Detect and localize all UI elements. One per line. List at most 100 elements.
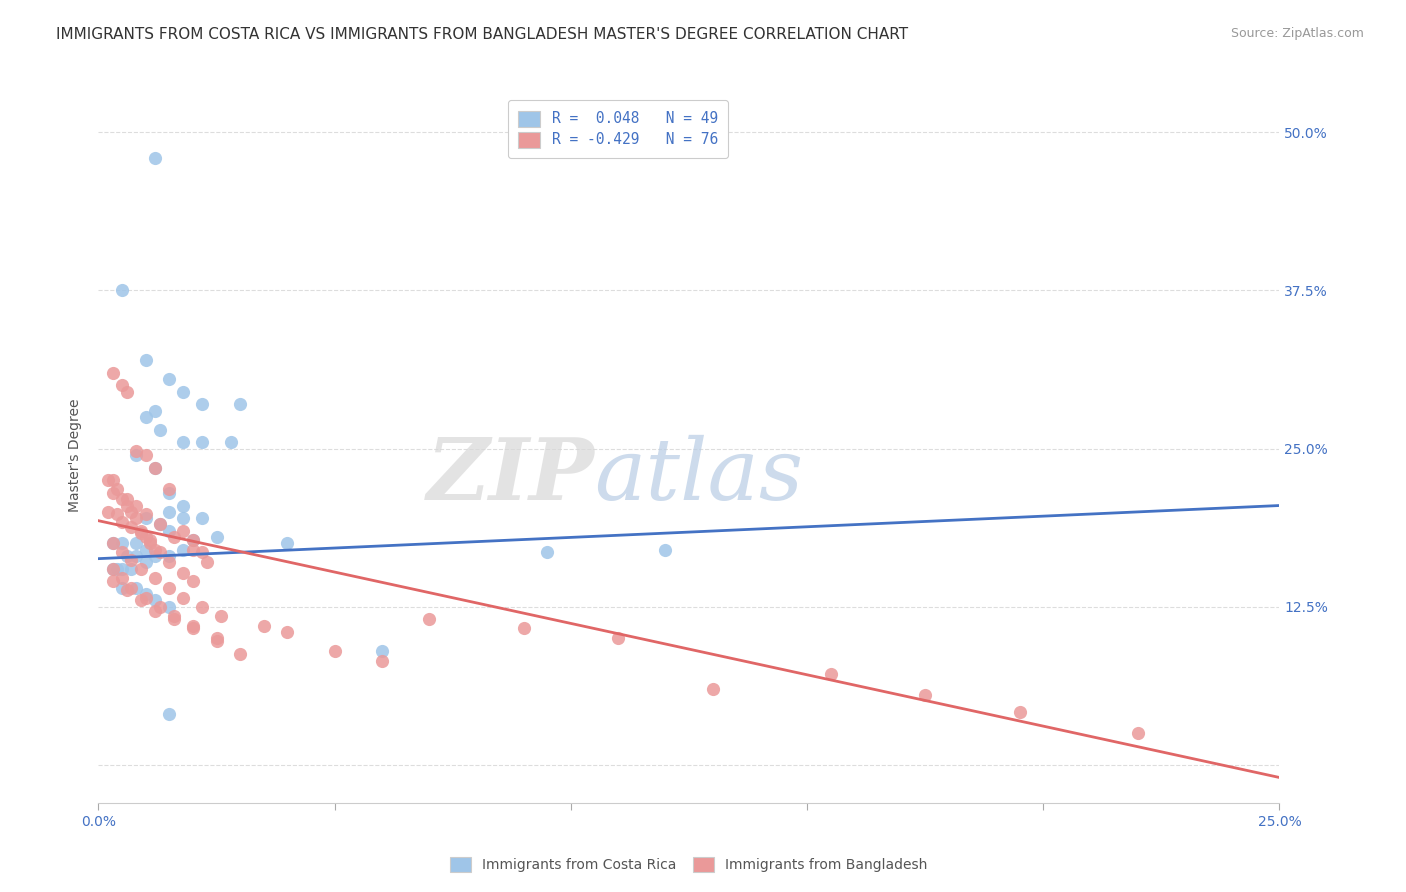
Point (105, 482, 128, 496)
Point (125, 536, 148, 550)
Point (163, 608, 186, 623)
Point (163, 612, 186, 626)
Point (111, 562, 134, 576)
Point (172, 524, 194, 538)
Point (229, 397, 252, 411)
Point (135, 511, 157, 525)
Point (111, 492, 134, 507)
Point (101, 366, 124, 380)
Point (253, 618, 276, 632)
Legend: Immigrants from Costa Rica, Immigrants from Bangladesh: Immigrants from Costa Rica, Immigrants f… (443, 850, 935, 880)
Point (105, 562, 128, 576)
Point (121, 505, 143, 519)
Point (172, 566, 194, 580)
Point (191, 599, 214, 614)
Point (1126, 726, 1149, 740)
Point (115, 583, 138, 598)
Point (157, 486, 180, 500)
Point (1008, 705, 1031, 719)
Point (654, 542, 676, 557)
Text: Source: ZipAtlas.com: Source: ZipAtlas.com (1230, 27, 1364, 40)
Point (111, 545, 134, 559)
Point (143, 460, 166, 475)
Point (172, 384, 194, 399)
Point (101, 574, 124, 589)
Point (111, 581, 134, 595)
Point (702, 681, 724, 696)
Point (111, 536, 134, 550)
Point (157, 505, 180, 519)
Point (129, 593, 152, 607)
Point (121, 553, 143, 567)
Point (209, 608, 232, 623)
Point (97, 505, 120, 519)
Point (143, 603, 166, 617)
Point (149, 599, 172, 614)
Point (125, 448, 148, 462)
Point (157, 482, 180, 496)
Point (205, 632, 228, 646)
Point (191, 545, 214, 559)
Point (143, 549, 166, 563)
Point (276, 625, 298, 640)
Point (191, 397, 214, 411)
Point (181, 533, 204, 547)
Point (323, 644, 346, 658)
Point (157, 581, 180, 595)
Point (536, 545, 558, 559)
Point (172, 435, 194, 450)
Point (195, 556, 218, 570)
Point (135, 542, 157, 557)
Point (135, 591, 157, 605)
Point (181, 542, 204, 557)
Point (276, 536, 298, 550)
Point (135, 587, 157, 601)
Point (111, 284, 134, 298)
Point (139, 536, 162, 550)
Point (205, 633, 228, 648)
Point (181, 621, 204, 635)
Point (149, 423, 172, 437)
Point (115, 499, 138, 513)
Point (157, 556, 180, 570)
Point (115, 549, 138, 563)
Point (157, 707, 180, 722)
Point (371, 644, 394, 658)
Point (820, 666, 842, 681)
Text: IMMIGRANTS FROM COSTA RICA VS IMMIGRANTS FROM BANGLADESH MASTER'S DEGREE CORRELA: IMMIGRANTS FROM COSTA RICA VS IMMIGRANTS… (56, 27, 908, 42)
Point (125, 499, 148, 513)
Point (512, 621, 534, 635)
Point (135, 448, 157, 462)
Point (157, 549, 180, 563)
Point (101, 562, 124, 576)
Point (129, 526, 152, 541)
Point (143, 151, 166, 165)
Point (135, 556, 157, 570)
Point (143, 571, 166, 585)
Point (181, 533, 204, 547)
Point (149, 545, 172, 559)
Point (125, 549, 148, 563)
Point (129, 524, 152, 538)
Point (101, 536, 124, 550)
Point (157, 524, 180, 538)
Point (914, 688, 936, 702)
Point (219, 435, 242, 450)
Point (101, 562, 124, 576)
Point (115, 384, 138, 399)
Point (111, 571, 134, 585)
Point (157, 372, 180, 386)
Point (135, 508, 157, 522)
Point (125, 511, 148, 525)
Point (111, 378, 134, 392)
Point (101, 536, 124, 550)
Point (121, 581, 143, 595)
Point (121, 520, 143, 534)
Point (125, 444, 148, 458)
Point (129, 562, 152, 576)
Text: atlas: atlas (595, 434, 804, 517)
Point (229, 647, 252, 661)
Point (135, 353, 157, 368)
Point (111, 515, 134, 529)
Point (181, 618, 204, 632)
